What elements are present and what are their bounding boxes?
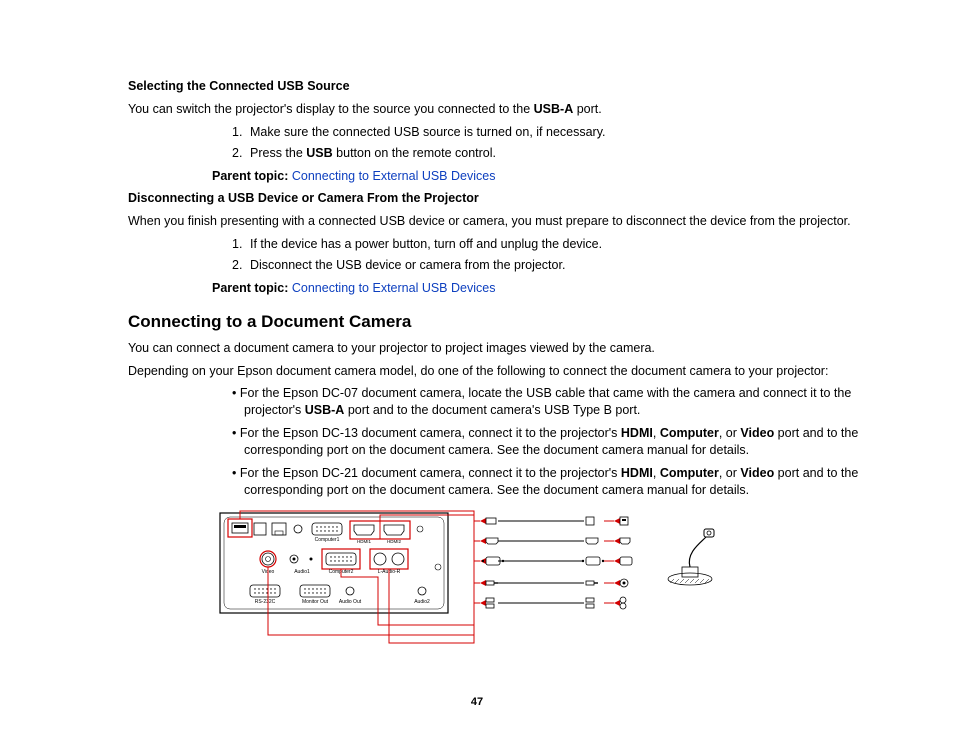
svg-text:Audio2: Audio2 [414,599,430,605]
parent-topic-link[interactable]: Connecting to External USB Devices [292,281,496,295]
step-item: 1.Make sure the connected USB source is … [232,124,864,141]
bullet-item: For the Epson DC-07 document camera, loc… [228,385,864,419]
document-page: Selecting the Connected USB Source You c… [0,0,954,738]
intro-selecting-usb: You can switch the projector's display t… [128,101,864,118]
step-item: 2.Press the USB button on the remote con… [232,145,864,162]
bullet-item: For the Epson DC-21 document camera, con… [228,465,864,499]
svg-text:HDMI2: HDMI2 [387,539,401,544]
step-item: 2.Disconnect the USB device or camera fr… [232,257,864,274]
steps-selecting-usb: 1.Make sure the connected USB source is … [232,124,864,162]
svg-text:Computer1: Computer1 [315,537,340,543]
step-item: 1.If the device has a power button, turn… [232,236,864,253]
svg-text:Audio1: Audio1 [294,569,310,575]
svg-text:HDMI1: HDMI1 [357,539,371,544]
bullet-item: For the Epson DC-13 document camera, con… [228,425,864,459]
parent-topic-2: Parent topic: Connecting to External USB… [212,280,864,297]
parent-topic-1: Parent topic: Connecting to External USB… [212,168,864,185]
diagram-svg: Computer1HDMI1HDMI2VideoAudio1Computer2L… [212,509,792,659]
heading-selecting-usb: Selecting the Connected USB Source [128,78,864,95]
heading-disconnecting-usb: Disconnecting a USB Device or Camera Fro… [128,190,864,207]
svg-text:Monitor Out: Monitor Out [302,599,329,605]
doc-camera-p2: Depending on your Epson document camera … [128,363,864,380]
parent-topic-link[interactable]: Connecting to External USB Devices [292,169,496,183]
parent-topic-label: Parent topic: [212,281,292,295]
svg-text:RS-232C: RS-232C [255,599,276,605]
parent-topic-label: Parent topic: [212,169,292,183]
page-number: 47 [0,695,954,710]
intro-disconnecting: When you finish presenting with a connec… [128,213,864,230]
heading-doc-camera: Connecting to a Document Camera [128,311,864,334]
doc-camera-bullets: For the Epson DC-07 document camera, loc… [228,385,864,498]
steps-disconnecting: 1.If the device has a power button, turn… [232,236,864,274]
doc-camera-p1: You can connect a document camera to you… [128,340,864,357]
connection-diagram: Computer1HDMI1HDMI2VideoAudio1Computer2L… [212,509,864,664]
svg-text:Audio Out: Audio Out [339,599,362,605]
